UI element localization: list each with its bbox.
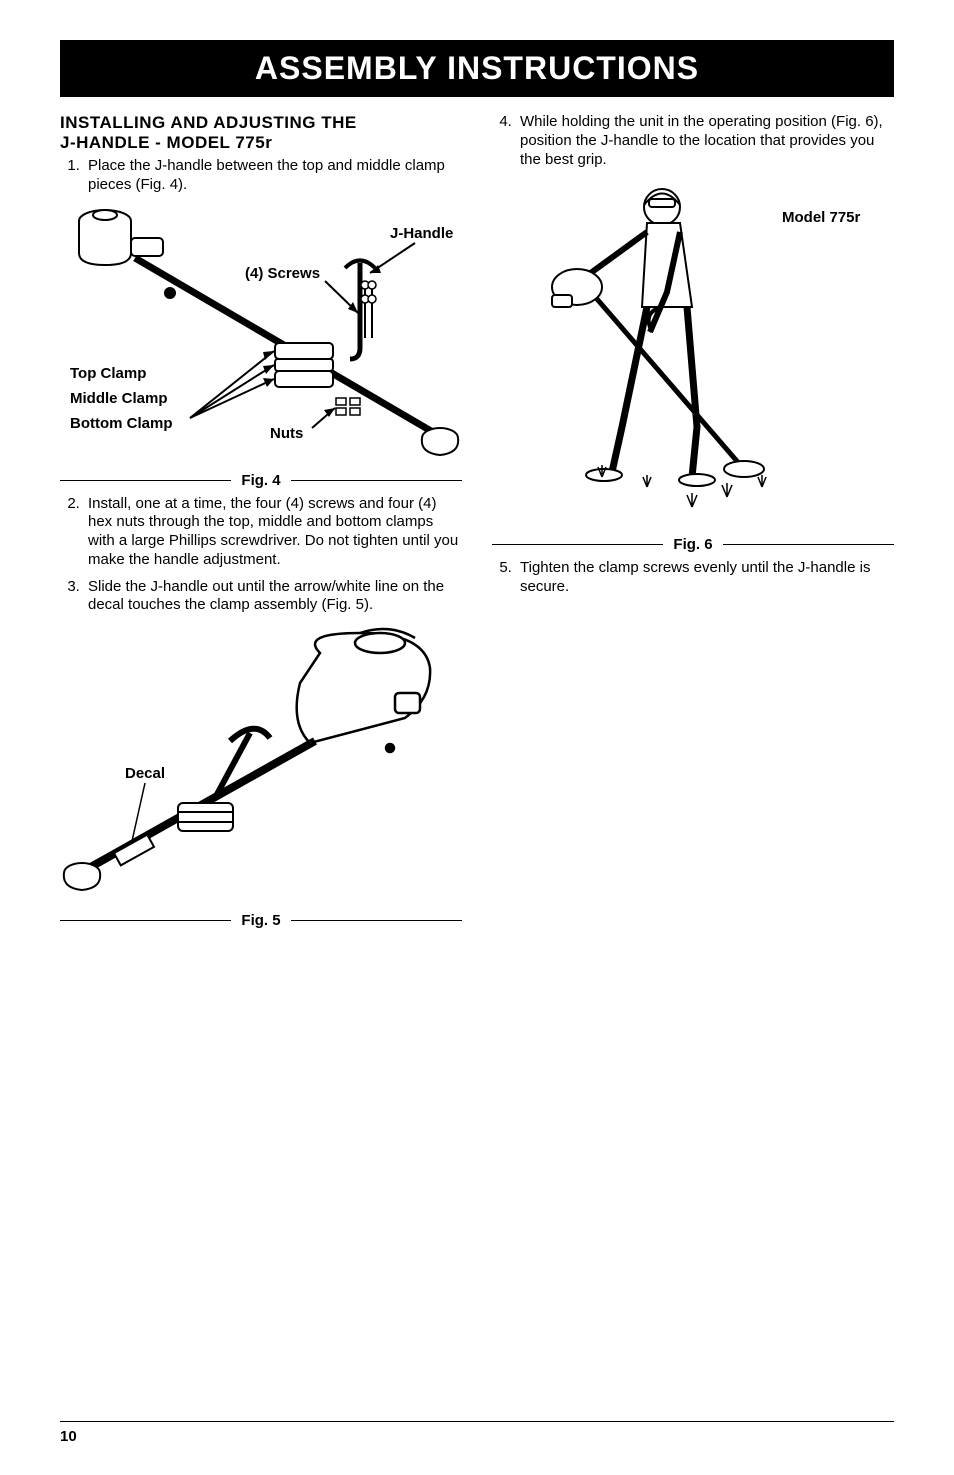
right-column: While holding the unit in the operating … — [492, 109, 894, 935]
steps-list-5: Tighten the clamp screws evenly until th… — [492, 559, 894, 597]
page: ASSEMBLY INSTRUCTIONS INSTALLING AND ADJ… — [0, 0, 954, 1475]
page-number: 10 — [60, 1428, 894, 1445]
fig4-label-nuts: Nuts — [270, 425, 303, 442]
fig4-label-bottom-clamp: Bottom Clamp — [70, 415, 173, 432]
step-4: While holding the unit in the operating … — [516, 113, 894, 169]
step-5: Tighten the clamp screws evenly until th… — [516, 559, 894, 597]
figure-6-svg: Model 775r — [492, 177, 892, 527]
content-columns: INSTALLING AND ADJUSTING THE J-HANDLE - … — [60, 109, 894, 935]
fig4-caption: Fig. 4 — [231, 472, 290, 489]
fig4-label-jhandle: J-Handle — [390, 225, 453, 242]
fig6-label-row: Fig. 6 — [492, 536, 894, 553]
left-column: INSTALLING AND ADJUSTING THE J-HANDLE - … — [60, 109, 462, 935]
figure-5: Decal Fig. 5 — [60, 623, 462, 929]
page-footer: 10 — [60, 1421, 894, 1445]
heading-line1: INSTALLING AND ADJUSTING THE — [60, 113, 357, 132]
rule — [291, 920, 462, 921]
step-3: Slide the J-handle out until the arrow/w… — [84, 578, 462, 616]
rule — [60, 480, 231, 481]
rule — [60, 920, 231, 921]
fig6-caption: Fig. 6 — [663, 536, 722, 553]
fig4-label-top-clamp: Top Clamp — [70, 365, 146, 382]
fig5-caption: Fig. 5 — [231, 912, 290, 929]
fig6-label-model: Model 775r — [782, 209, 861, 226]
figure-6: Model 775r Fig. 6 — [492, 177, 894, 553]
rule — [492, 544, 663, 545]
fig4-label-screws: (4) Screws — [245, 265, 320, 282]
figure-5-svg: Decal — [60, 623, 460, 903]
fig4-label-row: Fig. 4 — [60, 472, 462, 489]
figure-4-svg: J-Handle (4) Screws Top Clamp Middle Cla… — [60, 203, 460, 463]
fig4-label-middle-clamp: Middle Clamp — [70, 390, 168, 407]
steps-list-2: Install, one at a time, the four (4) scr… — [60, 495, 462, 616]
heading-line2: J-HANDLE - MODEL 775r — [60, 133, 272, 152]
banner-title: ASSEMBLY INSTRUCTIONS — [60, 40, 894, 97]
fig5-label-decal: Decal — [125, 765, 165, 782]
section-heading: INSTALLING AND ADJUSTING THE J-HANDLE - … — [60, 113, 462, 153]
steps-list-1: Place the J-handle between the top and m… — [60, 157, 462, 195]
step-1: Place the J-handle between the top and m… — [84, 157, 462, 195]
rule — [291, 480, 462, 481]
figure-4: J-Handle (4) Screws Top Clamp Middle Cla… — [60, 203, 462, 489]
rule — [723, 544, 894, 545]
footer-rule — [60, 1421, 894, 1422]
step-2: Install, one at a time, the four (4) scr… — [84, 495, 462, 570]
steps-list-4: While holding the unit in the operating … — [492, 113, 894, 169]
fig5-label-row: Fig. 5 — [60, 912, 462, 929]
